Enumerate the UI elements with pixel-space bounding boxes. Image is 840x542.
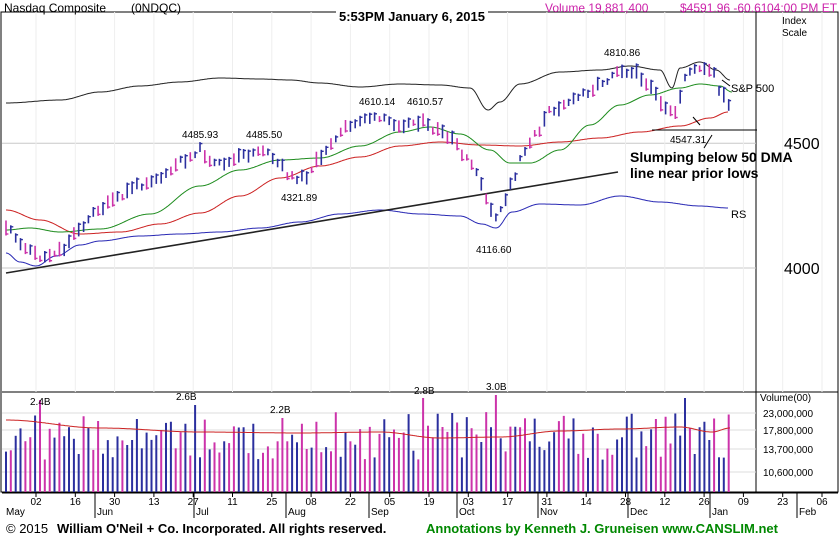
- date-tick-label: 31: [541, 497, 553, 508]
- price-label: 4485.50: [246, 130, 283, 141]
- stock-chart: 4000 4500 02 16 30 13 27 11 25 08 22 05 19 03 17 31 14 28…: [0, 11, 839, 518]
- date-tick-label: 27: [188, 497, 200, 508]
- annotation-line-2: line near prior lows: [630, 165, 759, 181]
- price-label: 4547.31: [670, 135, 707, 146]
- long-term-average-line: [5, 171, 619, 274]
- volume-tick-label: 23,000,000: [763, 409, 813, 420]
- price-tick-label: 4500: [784, 136, 820, 153]
- month-label: Jun: [97, 507, 113, 518]
- date-tick-label: 08: [306, 497, 318, 508]
- date-tick-label: 22: [345, 497, 357, 508]
- month-label: Dec: [630, 507, 648, 518]
- month-label: Nov: [540, 507, 558, 518]
- volume-peak-label: 2.4B: [30, 397, 51, 408]
- chart-timestamp: 5:53PM January 6, 2015: [336, 9, 488, 24]
- date-tick-label: 06: [816, 497, 828, 508]
- price-label: 4810.86: [604, 48, 641, 59]
- volume-peak-label: 3.0B: [486, 382, 507, 393]
- rs-label: RS: [731, 209, 746, 221]
- month-label: Aug: [288, 507, 306, 518]
- volume-peak-label: 2.8B: [414, 386, 435, 397]
- date-tick-label: 30: [109, 497, 121, 508]
- sp500-label-pointer: [721, 79, 731, 87]
- date-tick-label: 09: [738, 497, 750, 508]
- date-tick-label: 03: [463, 497, 475, 508]
- price-readout: $4591.96 -60.61: [680, 1, 768, 15]
- annotation-leader: [703, 134, 713, 149]
- date-tick-label: 13: [148, 497, 160, 508]
- volume-peak-label: 2.6B: [176, 392, 197, 403]
- price-label: 4116.60: [476, 245, 512, 256]
- volume-readout: Volume 19,881,400: [545, 1, 649, 15]
- date-tick-label: 11: [227, 497, 238, 508]
- index-label: Index: [782, 16, 807, 27]
- volume-tick-label: 17,800,000: [763, 426, 813, 437]
- month-label: Jan: [712, 507, 728, 518]
- date-tick-label: 19: [423, 497, 435, 508]
- month-label: Feb: [799, 507, 817, 518]
- date-tick-label: 26: [699, 497, 711, 508]
- scale-label: Scale: [782, 28, 808, 39]
- copyright-year: © 2015: [6, 521, 49, 536]
- volume-tick-label: 10,600,000: [763, 468, 813, 479]
- time-readout: 04:00 PM ET: [767, 1, 838, 15]
- volume-peak-label: 2.2B: [270, 405, 291, 416]
- date-tick-label: 23: [777, 497, 789, 508]
- date-tick-label: 17: [502, 497, 514, 508]
- price-label: 4321.89: [281, 193, 318, 204]
- date-tick-label: 25: [266, 497, 278, 508]
- price-label: 4610.57: [407, 97, 444, 108]
- price-label: 4485.93: [182, 130, 219, 141]
- volume-axis-title: Volume(00): [760, 393, 811, 404]
- price-label: 4610.14: [359, 97, 396, 108]
- date-tick-label: 02: [30, 497, 42, 508]
- date-tick-label: 05: [384, 497, 396, 508]
- month-label: Sep: [371, 507, 389, 518]
- date-tick-label: 14: [581, 497, 593, 508]
- rs-line: [5, 195, 728, 267]
- annotation-line-1: Slumping below 50 DMA: [630, 149, 793, 165]
- sp500-label: S&P 500: [731, 83, 774, 95]
- volume-tick-label: 13,700,000: [763, 445, 813, 456]
- annotation-credit: Annotations by Kenneth J. Gruneisen www.…: [426, 521, 778, 536]
- date-tick-label: 12: [659, 497, 671, 508]
- month-label: May: [6, 507, 25, 518]
- index-symbol: (0NDQC): [131, 1, 181, 15]
- price-tick-label: 4000: [784, 261, 820, 278]
- annotation-pointer: [692, 116, 701, 126]
- moving-average-50-line: [6, 83, 733, 233]
- date-tick-label: 16: [70, 497, 82, 508]
- month-label: Jul: [196, 507, 209, 518]
- index-name: Nasdaq Composite: [4, 1, 107, 15]
- footer: © 2015 William O'Neil + Co. Incorporated…: [0, 519, 840, 542]
- volume-average-line: [6, 419, 730, 439]
- month-label: Oct: [459, 507, 475, 518]
- moving-average-200-line: [6, 111, 728, 235]
- copyright-company: William O'Neil + Co. Incorporated. All r…: [57, 521, 387, 536]
- sp500-line: [6, 61, 731, 111]
- date-tick-label: 28: [620, 497, 632, 508]
